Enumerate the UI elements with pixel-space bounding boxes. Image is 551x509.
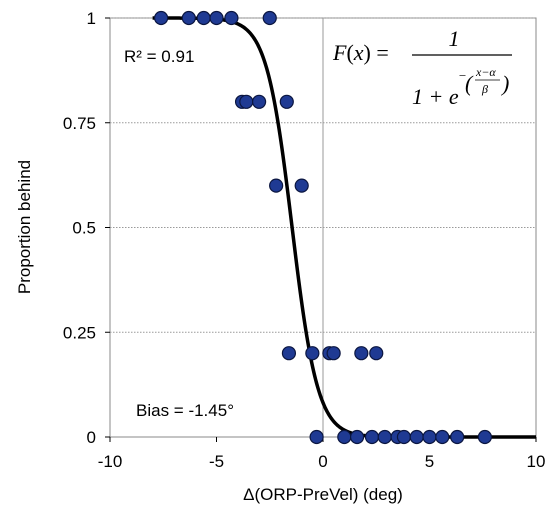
- r-squared-annotation: R² = 0.91: [124, 47, 194, 66]
- x-axis-title: Δ(ORP-PreVel) (deg): [243, 485, 403, 504]
- data-point: [281, 346, 297, 361]
- data-point: [224, 10, 239, 26]
- gridlines: [110, 17, 536, 437]
- svg-text:): ): [500, 71, 509, 96]
- svg-text:1: 1: [449, 26, 460, 51]
- x-tick-label: -5: [209, 452, 224, 471]
- data-point: [377, 429, 392, 445]
- svg-text:x−α: x−α: [475, 65, 496, 79]
- y-tick-label: 0.25: [63, 323, 96, 342]
- x-tick-label: 10: [527, 452, 546, 471]
- x-tick-label: 5: [425, 452, 434, 471]
- y-tick-label: 0.5: [72, 219, 96, 238]
- y-axis-title: Proportion behind: [15, 160, 34, 294]
- data-point: [262, 10, 277, 26]
- data-point: [239, 94, 254, 109]
- data-points: [154, 10, 492, 445]
- data-point: [409, 429, 424, 445]
- data-point: [369, 346, 384, 361]
- data-point: [196, 10, 211, 26]
- data-point: [326, 346, 341, 361]
- y-tick-label: 0: [87, 428, 96, 447]
- data-point: [209, 10, 224, 26]
- x-tick-label: -10: [98, 452, 123, 471]
- y-tick-label: 1: [87, 9, 96, 28]
- data-point: [252, 94, 267, 109]
- data-point: [337, 429, 352, 445]
- data-point: [450, 429, 465, 445]
- x-tick-label: 0: [318, 452, 327, 471]
- data-point: [309, 429, 324, 445]
- data-point: [364, 429, 380, 445]
- data-point: [305, 346, 320, 361]
- svg-text:F(x) =: F(x) =: [332, 40, 389, 65]
- data-point: [294, 178, 309, 193]
- data-point: [396, 429, 412, 445]
- y-tick-label: 0.75: [63, 114, 96, 133]
- y-axis-ticks: 0 0.25 0.5 0.75 1: [63, 9, 110, 447]
- data-point: [154, 10, 169, 26]
- svg-text:−: −: [458, 68, 467, 83]
- data-point: [279, 94, 294, 109]
- data-point: [422, 429, 437, 445]
- x-axis-ticks: -10 -5 0 5 10: [98, 437, 546, 471]
- formula-annotation: F(x) = 1 1 + e − ( x−α β ): [332, 26, 512, 109]
- data-point: [354, 346, 369, 361]
- data-point: [435, 429, 450, 445]
- svg-text:1 + e: 1 + e: [412, 84, 459, 109]
- data-point: [477, 429, 492, 445]
- svg-text:β: β: [481, 82, 488, 96]
- bias-annotation: Bias = -1.45°: [136, 401, 234, 420]
- data-point: [181, 10, 196, 26]
- data-point: [349, 429, 365, 445]
- data-point: [269, 178, 284, 193]
- svg-text:(: (: [465, 71, 474, 96]
